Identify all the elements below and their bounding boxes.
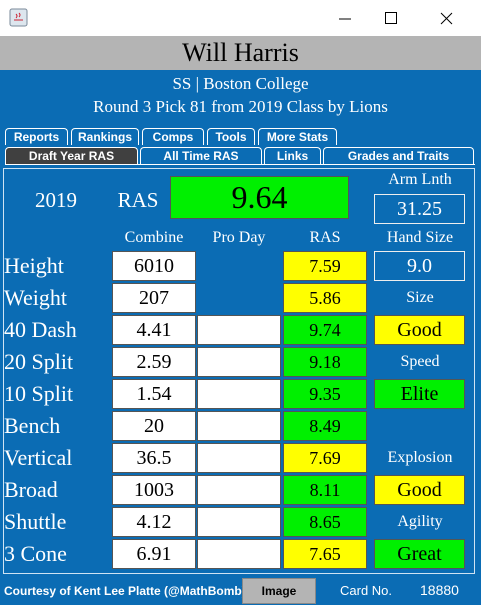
row-label: 10 Split xyxy=(4,381,74,406)
ras-value: 5.86 xyxy=(283,283,367,313)
combine-value: 6.91 xyxy=(112,539,196,569)
row-label: Vertical xyxy=(4,445,73,470)
combine-value: 36.5 xyxy=(112,443,196,473)
tab[interactable]: Rankings xyxy=(71,128,139,145)
row-label: Height xyxy=(4,253,64,278)
grade-value: Elite xyxy=(374,379,465,409)
pro-day-cell xyxy=(197,379,281,409)
column-header: Pro Day xyxy=(212,229,266,246)
player-name: Will Harris xyxy=(0,36,481,70)
card-number: 18880 xyxy=(420,582,459,598)
tab[interactable]: Comps xyxy=(142,128,204,145)
ras-value: 8.49 xyxy=(283,411,367,441)
row-label: 20 Split xyxy=(4,349,74,374)
hand-size-label: Hand Size xyxy=(386,229,454,246)
row-label: 3 Cone xyxy=(4,541,67,566)
ras-value: 9.35 xyxy=(283,379,367,409)
column-header: RAS xyxy=(309,229,341,246)
year: 2019 xyxy=(35,188,77,212)
combine-value: 4.41 xyxy=(112,315,196,345)
card-label: Card No. xyxy=(340,583,393,598)
pro-day-cell xyxy=(197,475,281,505)
combine-value: 4.12 xyxy=(112,507,196,537)
ras-panel xyxy=(3,168,475,574)
tab[interactable]: Tools xyxy=(207,128,255,145)
window-controls xyxy=(9,8,453,27)
image-button[interactable]: Image xyxy=(242,578,316,604)
combine-value: 1003 xyxy=(112,475,196,505)
row-label: Weight xyxy=(4,285,67,310)
arm-length-value: 31.25 xyxy=(374,194,465,224)
pro-day-cell xyxy=(197,539,281,569)
row-label: Shuttle xyxy=(4,509,67,534)
tab[interactable]: All Time RAS xyxy=(140,147,262,164)
combine-value: 1.54 xyxy=(112,379,196,409)
grade-value: Good xyxy=(374,475,465,505)
app-icon xyxy=(9,8,28,27)
tab[interactable]: More Stats xyxy=(258,128,337,145)
app-icon-glyph xyxy=(14,12,23,21)
grade-value: Great xyxy=(374,539,465,569)
row-label: Broad xyxy=(4,477,58,502)
ras-value: 9.74 xyxy=(283,315,367,345)
grade-label: Size xyxy=(406,289,434,306)
ras-value: 7.69 xyxy=(283,443,367,473)
combine-value: 207 xyxy=(112,283,196,313)
ras-value: 8.65 xyxy=(283,507,367,537)
tab[interactable]: Links xyxy=(264,147,321,164)
maximize-button[interactable] xyxy=(385,12,397,24)
row-label: 40 Dash xyxy=(4,317,77,342)
grade-value: Good xyxy=(374,315,465,345)
tab[interactable]: Reports xyxy=(5,128,68,145)
pro-day-cell xyxy=(197,443,281,473)
ras-score: 9.64 xyxy=(170,176,349,219)
pro-day-cell xyxy=(197,347,281,377)
credit: Courtesy of Kent Lee Platte (@MathBomb) xyxy=(4,584,246,598)
combine-value: 20 xyxy=(112,411,196,441)
close-button[interactable] xyxy=(440,12,453,25)
ras-value: 8.11 xyxy=(283,475,367,505)
pro-day-cell xyxy=(197,507,281,537)
ras-value: 9.18 xyxy=(283,347,367,377)
row-label: Bench xyxy=(4,413,61,438)
grade-label: Speed xyxy=(400,353,440,370)
grade-label: Explosion xyxy=(387,449,453,466)
pro-day-cell xyxy=(197,315,281,345)
hand-size-value: 9.0 xyxy=(374,251,465,281)
combine-value: 6010 xyxy=(112,251,196,281)
tab[interactable]: Grades and Traits xyxy=(323,147,474,164)
pro-day-cell xyxy=(197,411,281,441)
column-header: Combine xyxy=(124,229,184,246)
position-school: SS | Boston College xyxy=(172,74,309,93)
title-bar xyxy=(0,0,481,36)
arm-length-label: Arm Lnth xyxy=(388,171,452,188)
ras-value: 7.65 xyxy=(283,539,367,569)
draft-line: Round 3 Pick 81 from 2019 Class by Lions xyxy=(93,97,388,116)
ras-label: RAS xyxy=(117,188,159,212)
grade-label: Agility xyxy=(397,513,443,530)
ras-value: 7.59 xyxy=(283,251,367,281)
tab-underline xyxy=(5,164,475,165)
combine-value: 2.59 xyxy=(112,347,196,377)
tab[interactable]: Draft Year RAS xyxy=(5,147,138,164)
